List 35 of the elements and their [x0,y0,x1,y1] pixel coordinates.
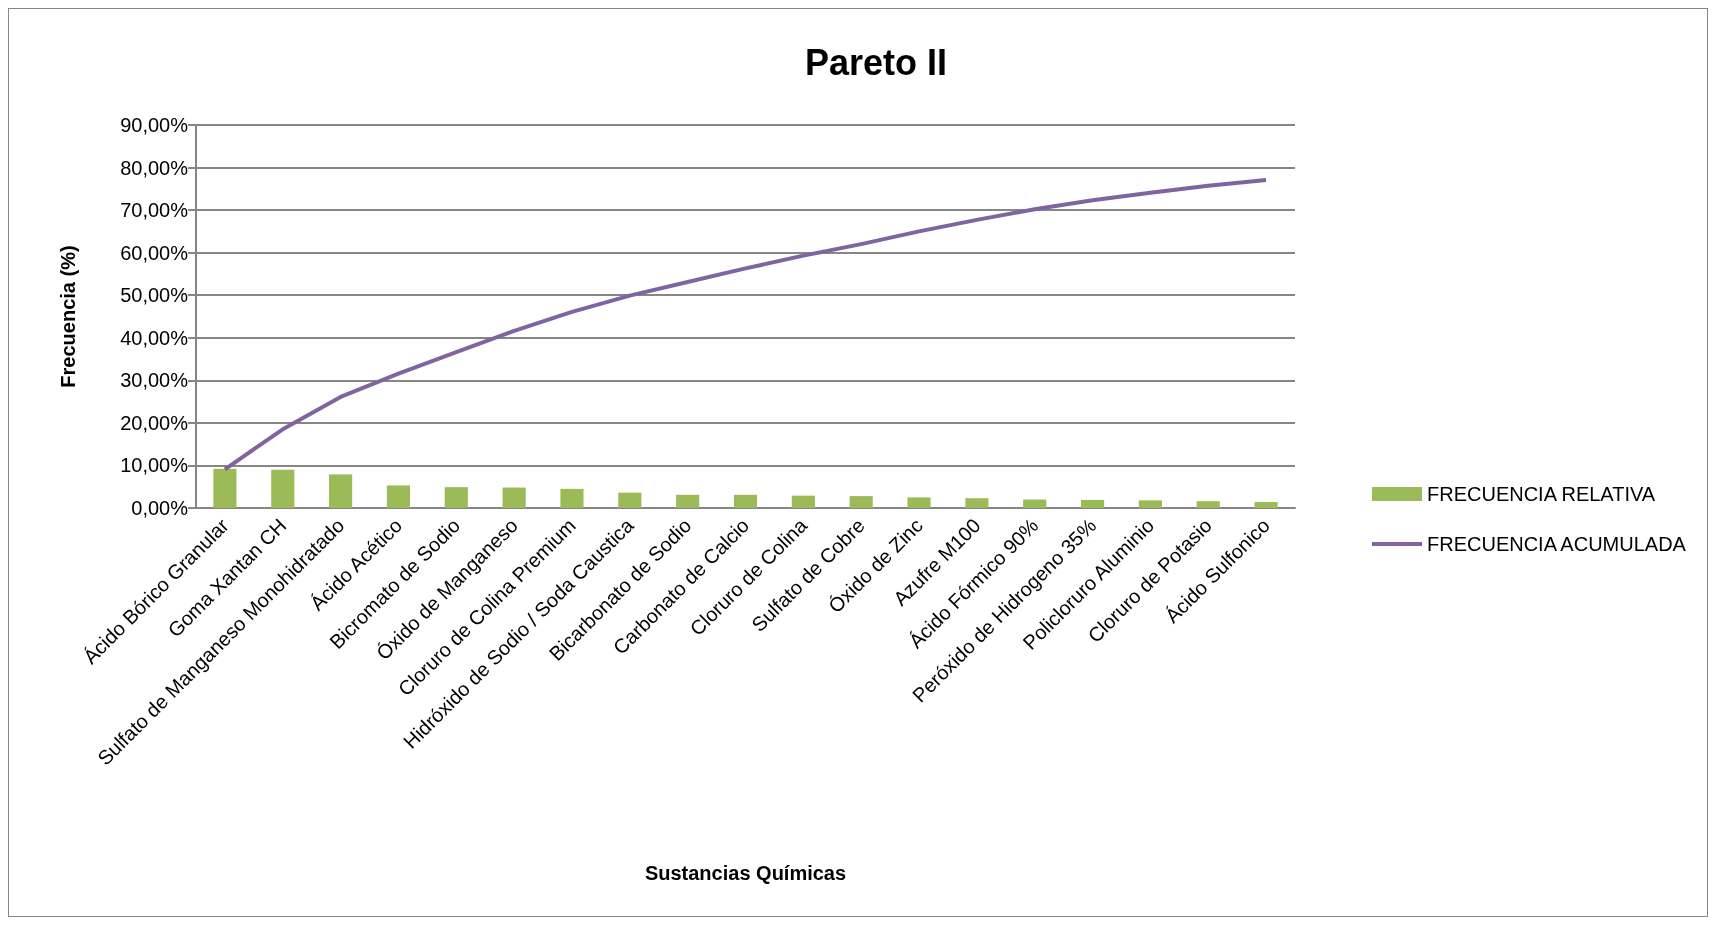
bar [560,488,584,508]
bar [849,496,873,508]
bar [1023,499,1047,508]
y-tick-label: 30,00% [120,369,189,392]
line-series [222,177,1269,472]
bar [1196,501,1220,508]
bar [329,474,353,508]
bar [444,487,468,508]
bar [791,495,815,508]
bar [271,469,295,508]
bar [1138,500,1162,508]
y-tick-label: 80,00% [120,156,189,179]
bar [1080,499,1105,508]
chart-title: Pareto II [804,41,948,83]
bar [965,498,989,508]
bar [213,468,237,508]
legend-label: FRECUENCIA ACUMULADA [1427,533,1687,555]
bar [1254,502,1278,508]
y-tick-label: 40,00% [120,326,189,349]
y-tick-label: 20,00% [120,411,189,434]
legend-label: FRECUENCIA RELATIVA [1427,483,1656,505]
bar [502,487,526,508]
bar [676,494,700,508]
bar [733,494,758,508]
y-tick-label: 50,00% [120,284,189,307]
y-tick-label: 90,00% [120,114,189,136]
y-tick-label: 0,00% [131,497,189,519]
bar [907,497,931,508]
y-tick-label: 60,00% [120,241,189,264]
y-tick-label: 70,00% [120,199,189,222]
bar [386,485,411,508]
y-tick-label: 10,00% [120,454,189,477]
x-axis-title: Sustancias Químicas [644,862,847,884]
y-axis-title: Frecuencia (%) [57,245,79,388]
bar [618,492,642,508]
